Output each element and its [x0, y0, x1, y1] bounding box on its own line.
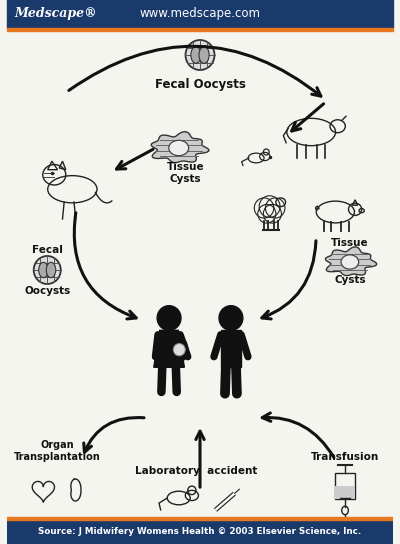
Ellipse shape	[191, 47, 201, 63]
Text: Tissue: Tissue	[331, 238, 369, 248]
Ellipse shape	[39, 262, 48, 277]
Text: Cysts: Cysts	[334, 275, 366, 285]
Text: Fecal Oocysts: Fecal Oocysts	[154, 78, 246, 91]
Bar	[7, 517, 393, 520]
Text: Tissue
Cysts: Tissue Cysts	[167, 162, 204, 184]
Text: Transfusion: Transfusion	[311, 452, 379, 462]
Text: Organ
Transplantation: Organ Transplantation	[14, 440, 100, 462]
Circle shape	[157, 306, 181, 330]
Text: www.medscape.com: www.medscape.com	[140, 8, 260, 21]
Polygon shape	[154, 330, 184, 367]
Ellipse shape	[341, 255, 359, 269]
Polygon shape	[325, 247, 377, 276]
Bar	[7, 0, 393, 28]
Circle shape	[219, 306, 243, 330]
Bar	[7, 520, 393, 544]
Text: Medscape®: Medscape®	[14, 8, 97, 21]
Circle shape	[173, 343, 185, 356]
Text: Fecal: Fecal	[32, 245, 63, 255]
Ellipse shape	[171, 337, 188, 362]
Text: Laboratory  accident: Laboratory accident	[135, 466, 257, 476]
Bar	[335, 486, 355, 498]
Polygon shape	[151, 132, 209, 163]
Ellipse shape	[169, 140, 189, 156]
Text: Source: J Midwifery Womens Health © 2003 Elsevier Science, Inc.: Source: J Midwifery Womens Health © 2003…	[38, 528, 362, 536]
Bar	[7, 28, 393, 31]
Ellipse shape	[199, 47, 209, 63]
Circle shape	[34, 256, 61, 284]
Bar	[335, 473, 355, 498]
Bar	[221, 330, 241, 367]
Text: Oocysts: Oocysts	[24, 286, 70, 296]
Ellipse shape	[46, 262, 56, 277]
Circle shape	[186, 40, 214, 70]
